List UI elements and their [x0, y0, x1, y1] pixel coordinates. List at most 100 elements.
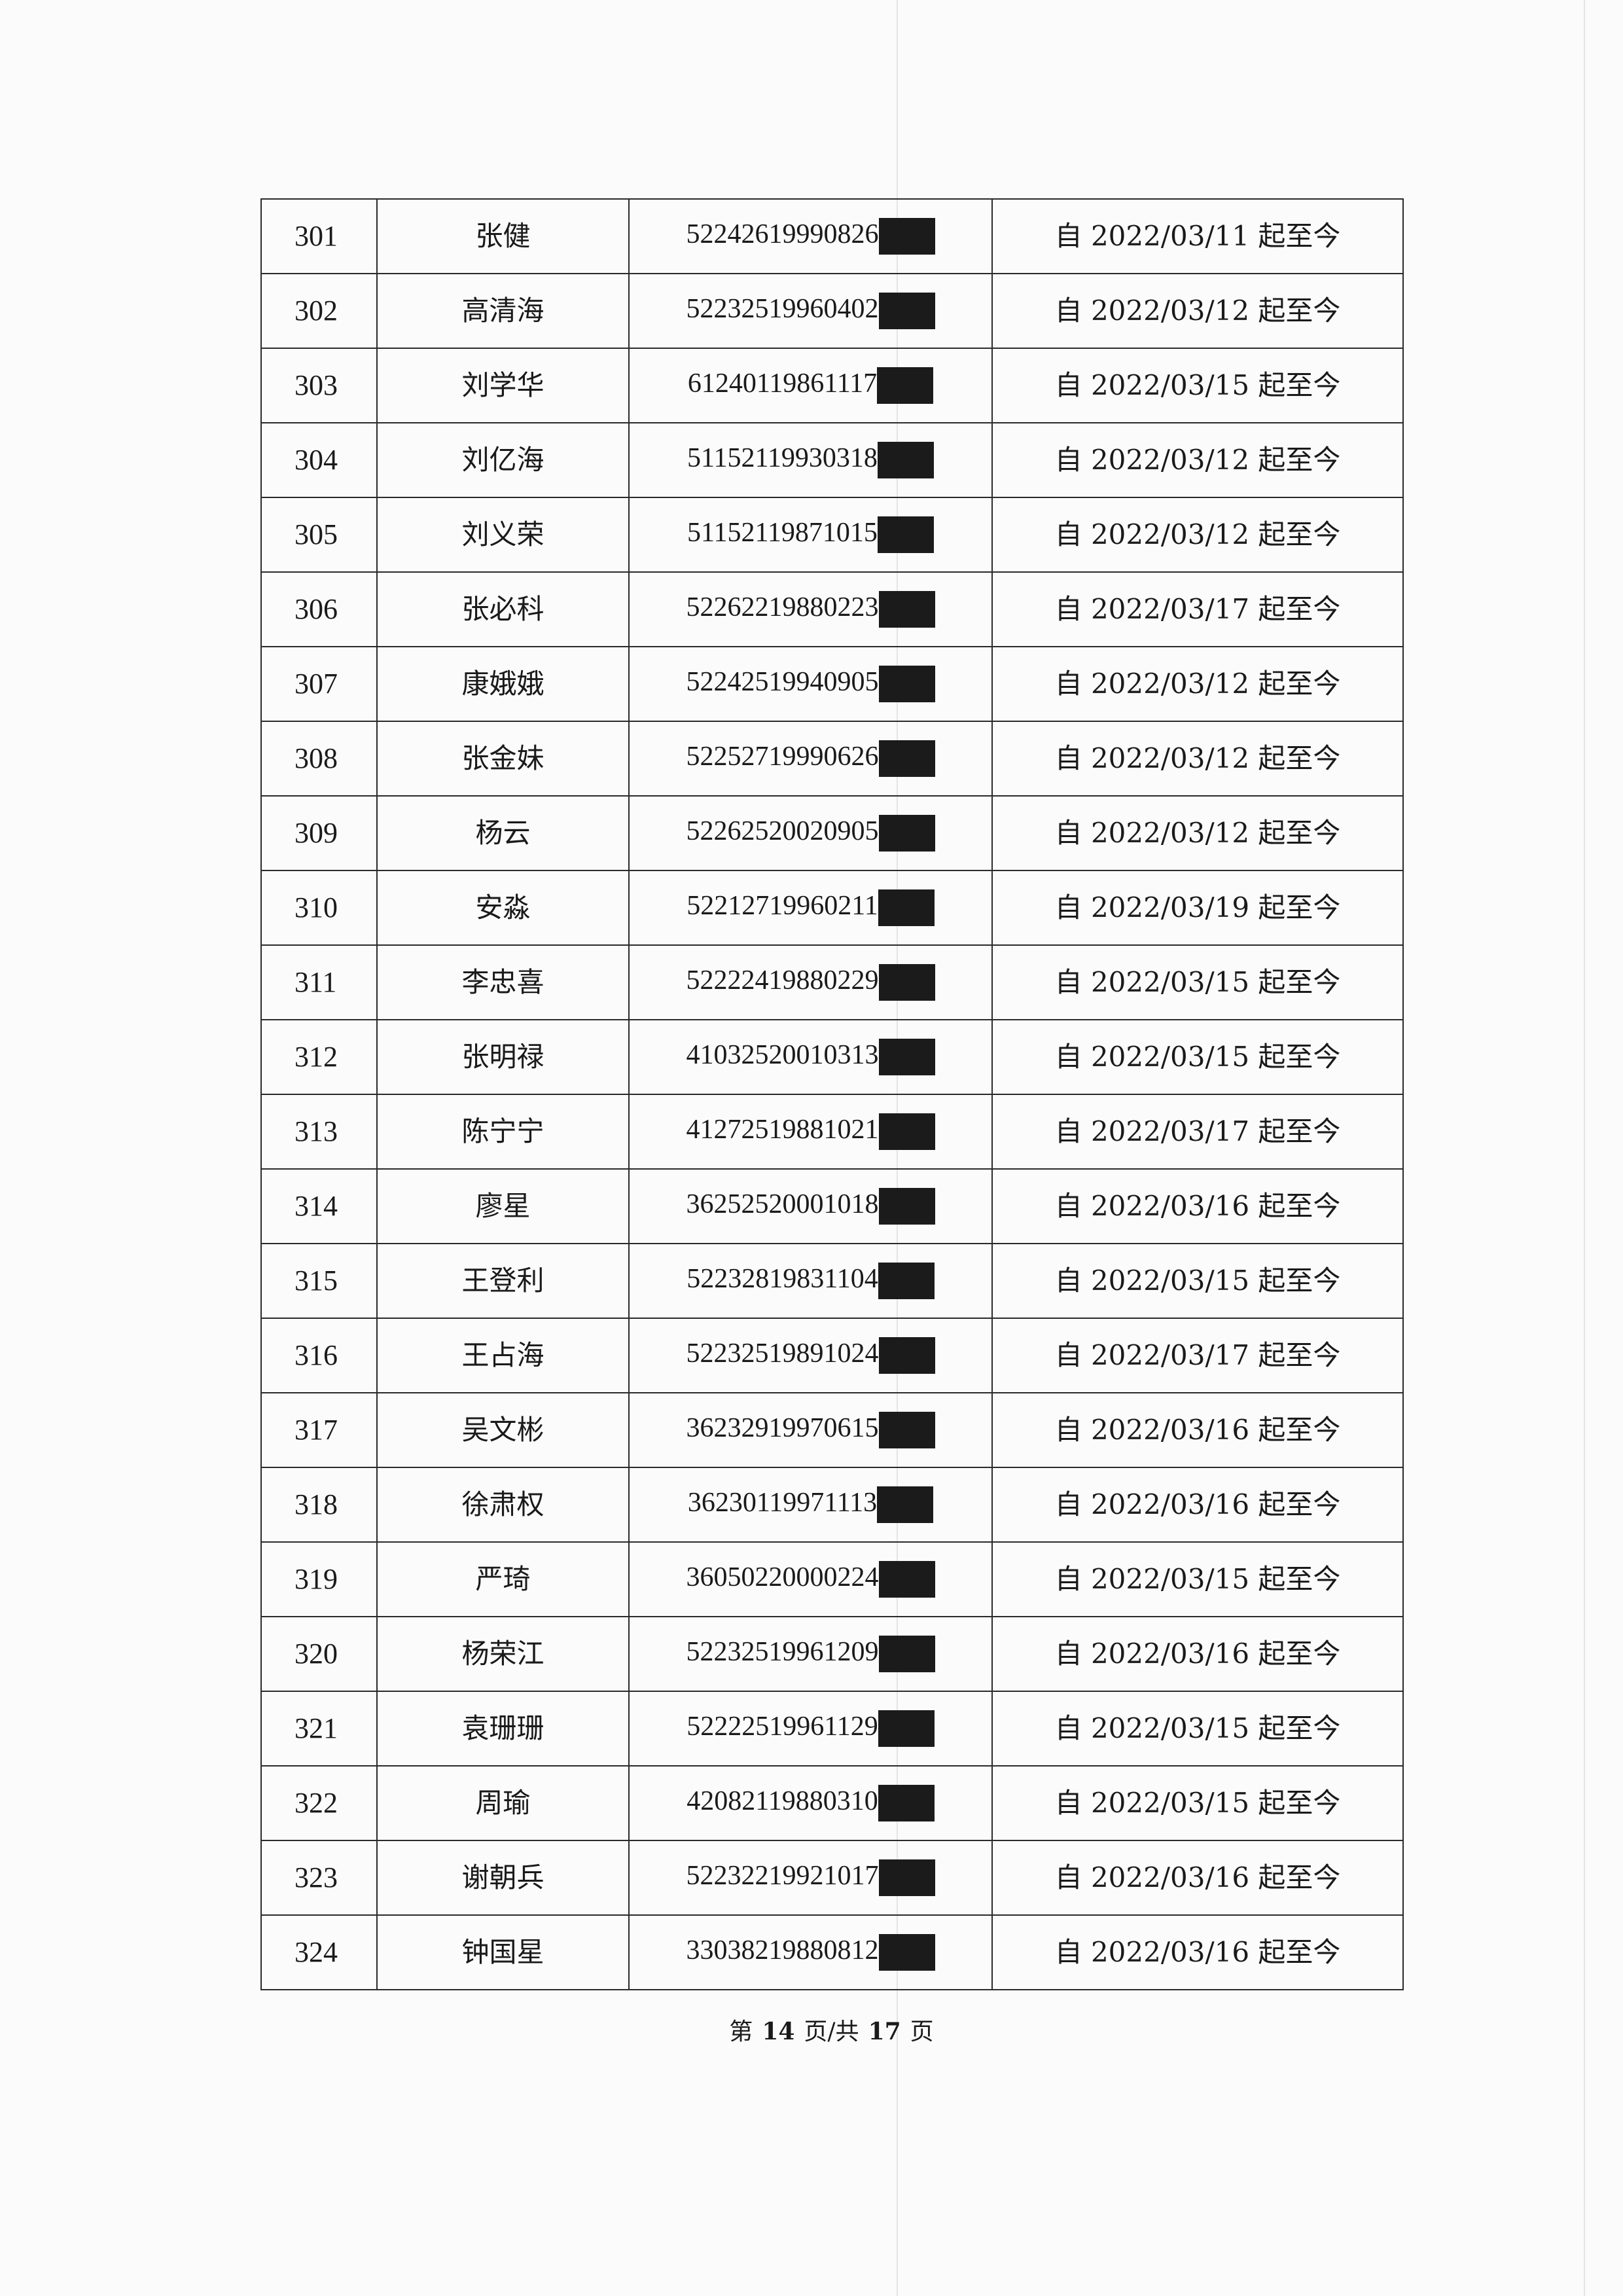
table-row: 322 周瑜 42082119880310 自 2022/03/15 起至今	[260, 1765, 1404, 1841]
id-number-cell: 36252520001018	[628, 1168, 993, 1244]
redaction-block	[878, 1710, 935, 1748]
redaction-block	[878, 740, 935, 778]
redaction-block	[878, 815, 935, 852]
period: 自 2022/03/11 起至今	[991, 198, 1404, 274]
row-number: 305	[260, 497, 378, 573]
footer-prefix: 第	[729, 2018, 753, 2045]
person-name: 张金妹	[376, 721, 630, 797]
period: 自 2022/03/15 起至今	[991, 1243, 1404, 1319]
id-number: 52232819831104	[687, 1263, 878, 1294]
person-name: 刘学华	[376, 348, 630, 423]
period: 自 2022/03/16 起至今	[991, 1168, 1404, 1244]
person-name: 钟国星	[376, 1914, 630, 1990]
table-row: 315 王登利 52232819831104 自 2022/03/15 起至今	[260, 1243, 1404, 1319]
table-row: 317 吴文彬 36232919970615 自 2022/03/16 起至今	[260, 1392, 1404, 1468]
period: 自 2022/03/12 起至今	[991, 497, 1404, 573]
total-pages: 17	[868, 2018, 901, 2045]
period: 自 2022/03/12 起至今	[991, 422, 1404, 498]
period: 自 2022/03/19 起至今	[991, 870, 1404, 946]
row-number: 316	[260, 1318, 378, 1393]
row-number: 303	[260, 348, 378, 423]
id-number-cell: 51152119930318	[628, 422, 993, 498]
row-number: 313	[260, 1094, 378, 1170]
id-number: 36230119971113	[687, 1487, 878, 1518]
id-number-cell: 52242519940905	[628, 646, 993, 722]
period: 自 2022/03/12 起至今	[991, 721, 1404, 797]
id-number: 61240119861117	[687, 368, 878, 399]
id-number: 51152119930318	[687, 442, 878, 473]
id-number-cell: 52232219921017	[628, 1840, 993, 1916]
table-row: 308 张金妹 52252719990626 自 2022/03/12 起至今	[260, 721, 1404, 797]
redaction-block	[878, 1337, 935, 1374]
id-number: 52222419880229	[686, 965, 879, 996]
redaction-block	[878, 1561, 935, 1598]
id-number-cell: 36050220000224	[628, 1541, 993, 1617]
id-number: 42082119880310	[687, 1785, 878, 1816]
person-name: 张明禄	[376, 1019, 630, 1095]
id-number: 41032520010313	[686, 1039, 879, 1070]
id-number: 52232519961209	[686, 1636, 879, 1667]
table-row: 318 徐肃权 36230119971113 自 2022/03/16 起至今	[260, 1467, 1404, 1543]
person-name: 刘义荣	[376, 497, 630, 573]
period: 自 2022/03/16 起至今	[991, 1914, 1404, 1990]
footer-suffix: 页	[910, 2018, 934, 2045]
id-number-cell: 52212719960211	[628, 870, 993, 946]
redaction-block	[877, 516, 934, 554]
id-number: 52252719990626	[686, 741, 879, 772]
id-number-cell: 52252719990626	[628, 721, 993, 797]
row-number: 317	[260, 1392, 378, 1468]
id-number: 51152119871015	[687, 517, 878, 548]
id-number-cell: 52232519891024	[628, 1318, 993, 1393]
row-number: 310	[260, 870, 378, 946]
period: 自 2022/03/17 起至今	[991, 1318, 1404, 1393]
id-number: 52232219921017	[686, 1860, 879, 1891]
person-name: 康娥娥	[376, 646, 630, 722]
period: 自 2022/03/15 起至今	[991, 944, 1404, 1020]
person-name: 徐肃权	[376, 1467, 630, 1543]
period: 自 2022/03/16 起至今	[991, 1392, 1404, 1468]
redaction-block	[877, 1486, 934, 1524]
redaction-block	[878, 1785, 935, 1822]
person-name: 李忠喜	[376, 944, 630, 1020]
person-name: 王登利	[376, 1243, 630, 1319]
person-name: 吴文彬	[376, 1392, 630, 1468]
table-row: 320 杨荣江 52232519961209 自 2022/03/16 起至今	[260, 1616, 1404, 1692]
id-number-cell: 52232819831104	[628, 1243, 993, 1319]
redaction-block	[878, 889, 935, 927]
person-name: 袁珊珊	[376, 1691, 630, 1767]
id-number-cell: 52222419880229	[628, 944, 993, 1020]
person-name: 谢朝兵	[376, 1840, 630, 1916]
person-name: 张健	[376, 198, 630, 274]
id-number: 52262520020905	[686, 816, 879, 846]
redaction-block	[878, 218, 935, 255]
row-number: 320	[260, 1616, 378, 1692]
page-footer: 第 14 页/共 17 页	[260, 2017, 1402, 2048]
period: 自 2022/03/15 起至今	[991, 1765, 1404, 1841]
redaction-block	[878, 964, 935, 1001]
period: 自 2022/03/17 起至今	[991, 571, 1404, 647]
id-number-cell: 61240119861117	[628, 348, 993, 423]
person-name: 严琦	[376, 1541, 630, 1617]
row-number: 318	[260, 1467, 378, 1543]
id-number: 52232519891024	[686, 1338, 879, 1369]
row-number: 306	[260, 571, 378, 647]
person-name: 张必科	[376, 571, 630, 647]
row-number: 304	[260, 422, 378, 498]
row-number: 312	[260, 1019, 378, 1095]
id-number: 52242619990826	[686, 219, 879, 249]
redaction-block	[878, 666, 935, 703]
row-number: 324	[260, 1914, 378, 1990]
id-number-cell: 52232519960402	[628, 273, 993, 349]
period: 自 2022/03/12 起至今	[991, 646, 1404, 722]
table-row: 324 钟国星 33038219880812 自 2022/03/16 起至今	[260, 1914, 1404, 1990]
period: 自 2022/03/12 起至今	[991, 273, 1404, 349]
current-page: 14	[762, 2018, 795, 2045]
table-row: 321 袁珊珊 52222519961129 自 2022/03/15 起至今	[260, 1691, 1404, 1767]
footer-middle: 页/共	[804, 2018, 859, 2045]
table-row: 311 李忠喜 52222419880229 自 2022/03/15 起至今	[260, 944, 1404, 1020]
table-row: 310 安淼 52212719960211 自 2022/03/19 起至今	[260, 870, 1404, 946]
id-number: 52242519940905	[686, 666, 879, 697]
row-number: 307	[260, 646, 378, 722]
row-number: 321	[260, 1691, 378, 1767]
table-row: 316 王占海 52232519891024 自 2022/03/17 起至今	[260, 1318, 1404, 1393]
